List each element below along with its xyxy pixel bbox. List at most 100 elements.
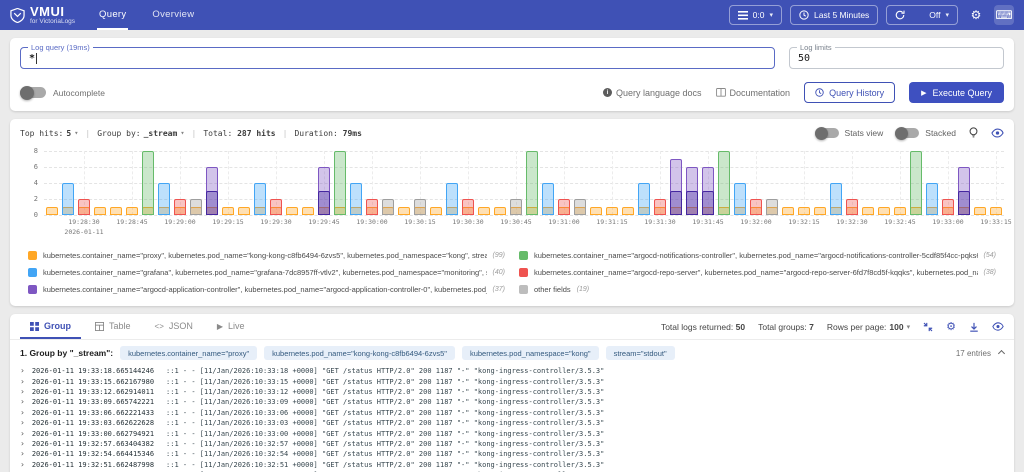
log-row[interactable]: ›2026-01-11 19:33:15.662167980::1 - - [1… (10, 376, 1014, 386)
chart-bar-proxy-kong[interactable] (126, 207, 138, 215)
chart-bar-other-fields[interactable] (574, 199, 586, 215)
stats-view-toggle[interactable]: Stats view (815, 128, 884, 138)
lightbulb-icon[interactable] (968, 127, 979, 139)
chart-bar-argocd-repo-server[interactable] (270, 199, 282, 215)
chart-bar-grafana[interactable] (62, 183, 74, 215)
log-row[interactable]: ›2026-01-11 19:33:00.662794921::1 - - [1… (10, 428, 1014, 438)
chart-bar-argocd-repo-server[interactable] (174, 199, 186, 215)
chart-bar-other-fields[interactable] (190, 199, 202, 215)
chart-bar-grafana[interactable] (638, 183, 650, 215)
chart-bar-proxy-kong[interactable] (94, 207, 106, 215)
nav-tab-overview[interactable]: Overview (150, 0, 196, 30)
log-row[interactable]: ›2026-01-11 19:33:09.665742221::1 - - [1… (10, 397, 1014, 407)
expand-row-icon[interactable]: › (20, 430, 25, 438)
chart-bar-grafana[interactable] (446, 183, 458, 215)
chart-bar-other-fields[interactable] (766, 199, 778, 215)
query-history-button[interactable]: Query History (804, 82, 895, 103)
chart-bar-argocd-notifications-controller[interactable] (142, 151, 154, 215)
chart-bar-proxy-kong[interactable] (782, 207, 794, 215)
expand-row-icon[interactable]: › (20, 398, 25, 406)
log-row[interactable]: ›2026-01-11 19:33:12.662914011::1 - - [1… (10, 387, 1014, 397)
chart-bar-argocd-repo-server[interactable] (462, 199, 474, 215)
chart-bar-proxy-kong[interactable] (46, 207, 58, 215)
chart-bar-argocd-notifications-controller[interactable] (334, 151, 346, 215)
log-row[interactable]: ›2026-01-11 19:32:51.662487998::1 - - [1… (10, 460, 1014, 470)
log-limits-input[interactable]: Log limits 50 (789, 47, 1004, 69)
expand-row-icon[interactable]: › (20, 440, 25, 448)
chart-bar-proxy-kong[interactable] (974, 207, 986, 215)
settings-button[interactable]: ⚙ (966, 5, 986, 25)
expand-row-icon[interactable]: › (20, 367, 25, 375)
log-row[interactable]: ›2026-01-11 19:33:03.662622628::1 - - [1… (10, 418, 1014, 428)
chart-bar-proxy-kong[interactable] (430, 207, 442, 215)
chart-bar-proxy-kong[interactable] (478, 207, 490, 215)
chart-bar-argocd-repo-server[interactable] (654, 199, 666, 215)
rows-per-page-dropdown[interactable]: Rows per page: 100▾ (827, 322, 910, 332)
auto-refresh-control[interactable]: Off ▾ (886, 5, 958, 25)
legend-item[interactable]: kubernetes.container_name="proxy", kuber… (28, 247, 505, 264)
group-chip[interactable]: stream="stdout" (606, 346, 675, 360)
autocomplete-toggle[interactable] (20, 87, 46, 98)
legend-item[interactable]: kubernetes.container_name="argocd-repo-s… (519, 264, 996, 281)
log-row[interactable]: ›2026-01-11 19:33:06.662221433::1 - - [1… (10, 408, 1014, 418)
chart-bar-argocd-notifications-controller[interactable] (526, 151, 538, 215)
tenant-selector[interactable]: 0:0 ▾ (729, 5, 782, 25)
tab-live[interactable]: ▶ Live (207, 314, 255, 339)
expand-row-icon[interactable]: › (20, 461, 25, 469)
collapse-group-icon[interactable] (998, 349, 1005, 356)
chart-bar-argocd-application-controller-overlap[interactable] (686, 191, 698, 215)
group-chip[interactable]: kubernetes.pod_name="kong-kong-c8fb6494-… (264, 346, 455, 360)
stacked-toggle[interactable]: Stacked (895, 128, 956, 138)
chart-bar-proxy-kong[interactable] (622, 207, 634, 215)
chart-bar-grafana[interactable] (542, 183, 554, 215)
chart-bar-argocd-application-controller-overlap[interactable] (206, 191, 218, 215)
chart-bar-other-fields[interactable] (382, 199, 394, 215)
execute-query-button[interactable]: ▶ Execute Query (909, 82, 1004, 103)
chart-bar-proxy-kong[interactable] (222, 207, 234, 215)
chart-bar-grafana[interactable] (830, 183, 842, 215)
chart-bar-proxy-kong[interactable] (398, 207, 410, 215)
chart-bar-argocd-application-controller-overlap[interactable] (670, 191, 682, 215)
chart-bar-grafana[interactable] (254, 183, 266, 215)
group-chip[interactable]: kubernetes.container_name="proxy" (120, 346, 257, 360)
table-settings-button[interactable]: ⚙ (946, 320, 956, 333)
time-range-selector[interactable]: Last 5 Minutes (790, 5, 878, 25)
legend-item[interactable]: kubernetes.container_name="argocd-notifi… (519, 247, 996, 264)
log-query-input[interactable]: Log query (19ms) * (20, 47, 775, 69)
chart-visibility-eye-icon[interactable] (991, 128, 1004, 138)
chart-bar-argocd-notifications-controller[interactable] (718, 151, 730, 215)
expand-row-icon[interactable]: › (20, 409, 25, 417)
chart-bar-argocd-application-controller-overlap[interactable] (958, 191, 970, 215)
log-row[interactable]: ›2026-01-11 19:32:57.663404382::1 - - [1… (10, 439, 1014, 449)
chart-bar-proxy-kong[interactable] (878, 207, 890, 215)
expand-row-icon[interactable]: › (20, 419, 25, 427)
chart-bar-argocd-repo-server[interactable] (942, 199, 954, 215)
chart-bar-argocd-repo-server[interactable] (366, 199, 378, 215)
chart-bar-argocd-repo-server[interactable] (846, 199, 858, 215)
chart-bar-proxy-kong[interactable] (990, 207, 1002, 215)
documentation-link[interactable]: Documentation (716, 88, 791, 98)
chart-bar-proxy-kong[interactable] (238, 207, 250, 215)
download-button[interactable] (969, 322, 979, 332)
chart-bar-argocd-application-controller-overlap[interactable] (702, 191, 714, 215)
columns-visibility-button[interactable] (992, 322, 1004, 331)
legend-item[interactable]: kubernetes.container_name="argocd-applic… (28, 281, 505, 298)
tab-table[interactable]: Table (85, 314, 141, 339)
chart-bar-proxy-kong[interactable] (302, 207, 314, 215)
shortcut-keys-button[interactable]: ⌨ (994, 5, 1014, 25)
compact-view-button[interactable] (923, 322, 933, 332)
chart-bar-proxy-kong[interactable] (894, 207, 906, 215)
chart-bar-grafana[interactable] (158, 183, 170, 215)
chart-bar-grafana[interactable] (734, 183, 746, 215)
chart-bar-proxy-kong[interactable] (606, 207, 618, 215)
log-row[interactable]: ›2026-01-11 19:33:18.665144246::1 - - [1… (10, 366, 1014, 376)
chart-bar-grafana[interactable] (350, 183, 362, 215)
chart-bar-proxy-kong[interactable] (494, 207, 506, 215)
expand-row-icon[interactable]: › (20, 388, 25, 396)
expand-row-icon[interactable]: › (20, 378, 25, 386)
app-logo[interactable]: VMUI for VictoriaLogs (10, 5, 75, 26)
top-hits-dropdown[interactable]: Top hits: 5 ▾ (20, 129, 78, 138)
group-by-dropdown[interactable]: Group by: _stream ▾ (97, 129, 184, 138)
chart-bar-argocd-repo-server[interactable] (750, 199, 762, 215)
chart-bar-other-fields[interactable] (510, 199, 522, 215)
